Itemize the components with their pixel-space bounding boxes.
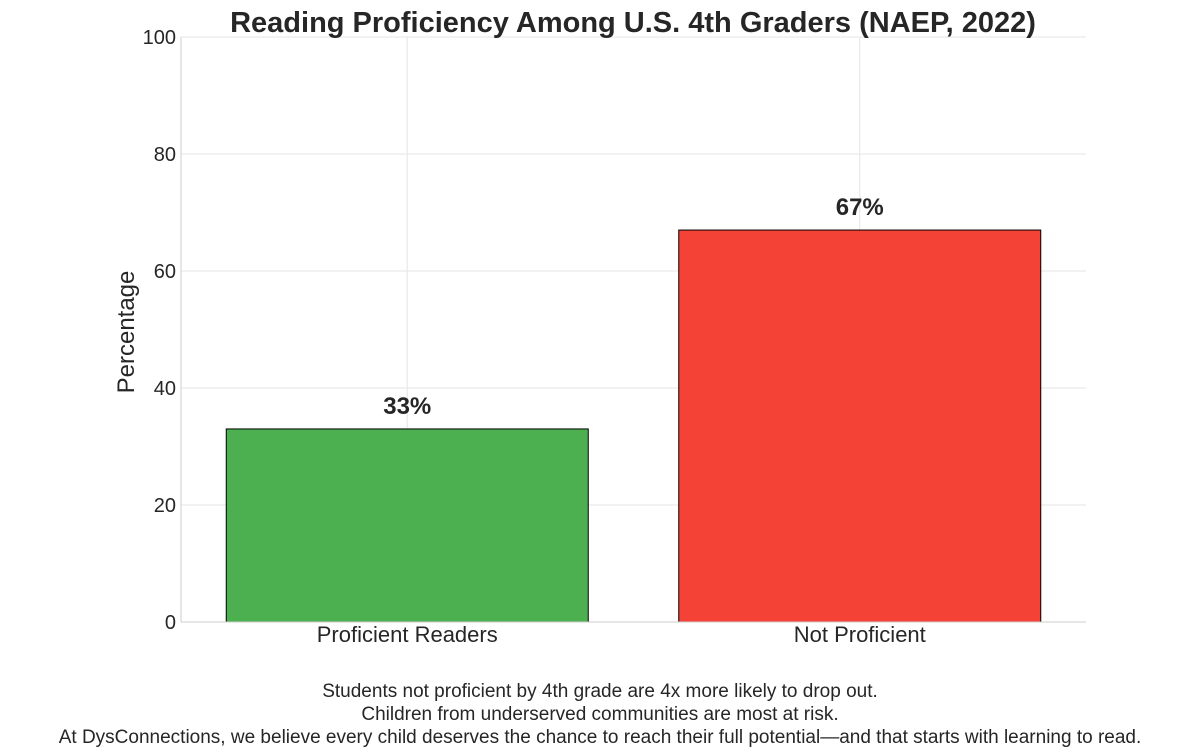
- y-tick-label: 40: [154, 378, 176, 400]
- y-tick-label: 0: [165, 612, 176, 634]
- footer-line-1: Students not proficient by 4th grade are…: [322, 681, 878, 702]
- footer-message: Students not proficient by 4th grade are…: [0, 680, 1200, 749]
- y-tick-label: 20: [154, 495, 176, 517]
- labels: 33% 67% 0 20 40 60 80 100 Proficient Readers Not …: [143, 27, 926, 647]
- bar-chart: 33% 67% 0 20 40 60 80 100 Proficient Readers Not …: [113, 7, 1086, 647]
- y-axis-label: Percentage: [113, 271, 140, 394]
- x-tick-label: Proficient Readers: [317, 622, 498, 647]
- bar-1: [225, 428, 589, 623]
- y-tick-label: 100: [143, 27, 176, 49]
- chart-title: Reading Proficiency Among U.S. 4th Grade…: [230, 7, 1036, 39]
- bar-2: [678, 229, 1042, 623]
- x-tick-label: Not Proficient: [794, 622, 926, 647]
- y-tick-label: 60: [154, 261, 176, 283]
- footer-line-2: Children from underserved communities ar…: [361, 704, 839, 725]
- axes: [180, 37, 1086, 623]
- bars: [225, 229, 1042, 623]
- grid-lines: [181, 36, 1086, 622]
- bar-value-label: 33%: [383, 393, 431, 420]
- footer-line-3: At DysConnections, we believe every chil…: [58, 727, 1142, 748]
- bar-value-label: 67%: [836, 194, 884, 221]
- y-tick-label: 80: [154, 144, 176, 166]
